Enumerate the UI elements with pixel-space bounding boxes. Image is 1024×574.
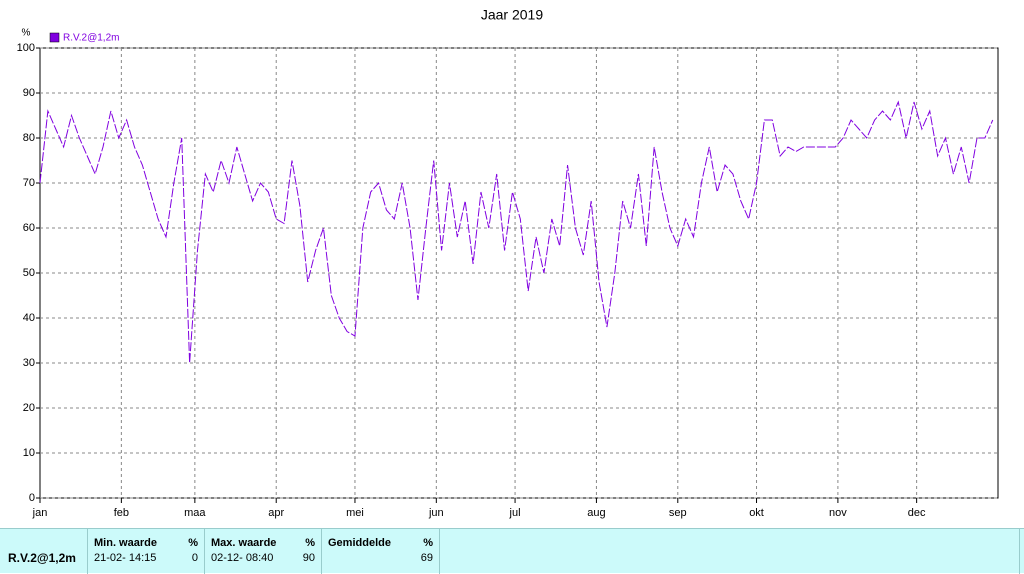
- y-tick-label: 70: [23, 177, 35, 189]
- stats-value: 0: [191, 552, 198, 564]
- y-tick-label: 10: [23, 447, 35, 459]
- stats-name-cell: R.V.2@1,2m: [0, 529, 88, 574]
- stats-cell: Min. waarde% 21-02- 14:15 0: [88, 529, 205, 574]
- y-tick-label: 50: [23, 267, 35, 279]
- x-tick-label: nov: [829, 507, 847, 519]
- stats-value: 90: [302, 552, 315, 564]
- stats-time: 02-12- 08:40: [211, 552, 274, 564]
- y-tick-label: 0: [29, 492, 35, 504]
- stats-empty-cell: [440, 529, 1020, 574]
- plot-area: [39, 47, 999, 499]
- stats-name: R.V.2@1,2m: [8, 551, 76, 565]
- x-tick-label: mei: [346, 507, 364, 519]
- y-tick-label: 80: [23, 132, 35, 144]
- y-tick-label: 90: [23, 87, 35, 99]
- stats-cell: Max. waarde% 02-12- 08:40 90: [205, 529, 322, 574]
- y-tick-label: 40: [23, 312, 35, 324]
- stats-cell: Gemiddelde% 69: [322, 529, 440, 574]
- x-tick-label: jan: [32, 507, 48, 519]
- stats-value: 69: [420, 552, 433, 564]
- y-tick-label: 30: [23, 357, 35, 369]
- stats-title: Max. waarde: [211, 537, 277, 549]
- legend-swatch: [49, 32, 60, 43]
- stats-unit: %: [305, 537, 315, 549]
- legend-label: R.V.2@1,2m: [63, 33, 119, 44]
- x-tick-label: sep: [669, 507, 687, 519]
- stats-title: Min. waarde: [94, 537, 157, 549]
- stats-unit: %: [423, 537, 433, 549]
- y-tick-label: 20: [23, 402, 35, 414]
- stats-panel: R.V.2@1,2m Min. waarde% 21-02- 14:15 0 Max.…: [0, 528, 1024, 574]
- chart-title: Jaar 2019: [481, 7, 543, 23]
- data-line: [39, 100, 994, 364]
- x-tick-label: apr: [268, 507, 284, 519]
- y-tick-label: 100: [17, 42, 35, 54]
- chart: Jaar 2019 % 0 10 20 30 40 50 60 70 80 90 100 jan feb…: [17, 7, 999, 519]
- x-tick-label: maa: [184, 507, 206, 519]
- stats-unit: %: [188, 537, 198, 549]
- x-tick-label: okt: [749, 507, 764, 519]
- stats-time: 21-02- 14:15: [94, 552, 157, 564]
- x-tick-label: jul: [509, 507, 521, 519]
- x-tick-label: jun: [428, 507, 444, 519]
- y-tick-label: 60: [23, 222, 35, 234]
- x-tick-label: aug: [587, 507, 605, 519]
- stats-title: Gemiddelde: [328, 537, 391, 549]
- x-tick-label: dec: [908, 507, 926, 519]
- x-tick-label: feb: [114, 507, 129, 519]
- y-axis-label: %: [22, 28, 31, 39]
